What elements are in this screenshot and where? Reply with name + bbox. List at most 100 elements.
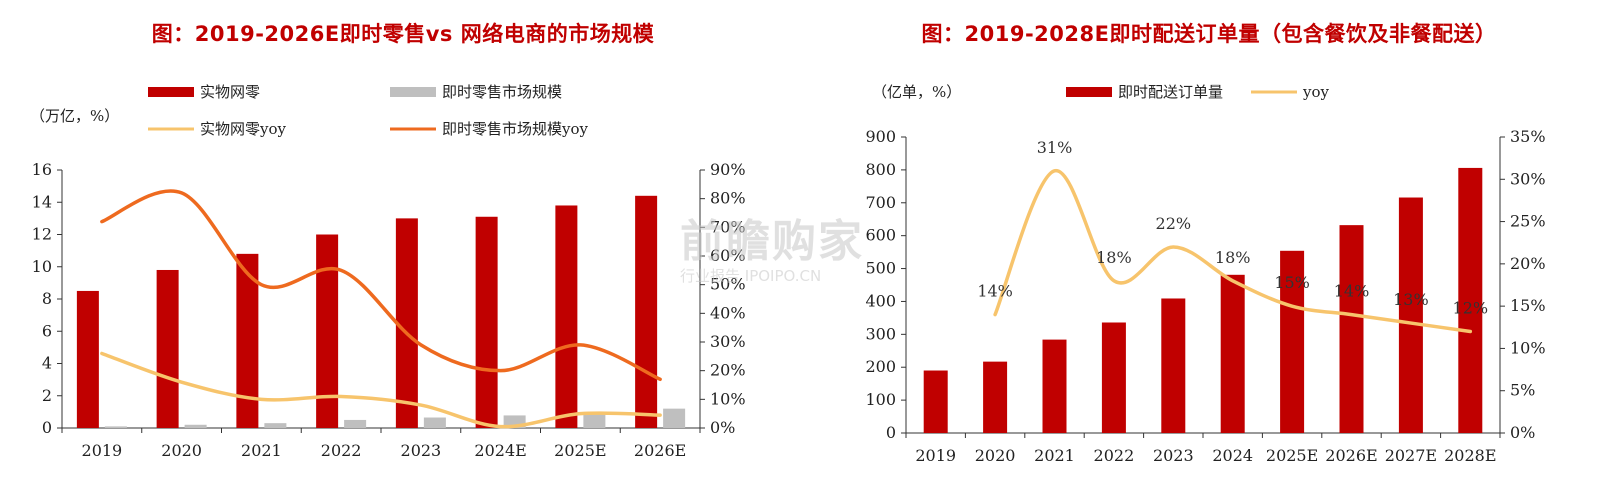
- x-tick-label: 2026E: [634, 441, 686, 460]
- y-left-tick-label: 700: [865, 193, 896, 212]
- bar: [423, 417, 446, 428]
- y-left-tick-label: 16: [32, 160, 52, 179]
- bar: [104, 426, 127, 428]
- x-tick-label: 2020: [975, 446, 1016, 465]
- bar: [635, 195, 658, 428]
- data-label: 18%: [1096, 248, 1132, 267]
- legend-swatch: [390, 87, 436, 97]
- bar: [1220, 274, 1245, 433]
- x-tick-label: 2028E: [1444, 446, 1496, 465]
- y-right-tick-label: 30%: [710, 332, 746, 351]
- data-label: 15%: [1274, 273, 1310, 292]
- y-left-tick-label: 2: [42, 386, 52, 405]
- y-right-tick-label: 80%: [710, 189, 746, 208]
- legend-swatch: [1066, 87, 1112, 97]
- y-left-tick-label: 10: [32, 257, 52, 276]
- y-right-tick-label: 25%: [1510, 212, 1546, 231]
- x-tick-label: 2027E: [1385, 446, 1437, 465]
- x-tick-label: 2020: [161, 441, 202, 460]
- left-chart-panel: 图：2019-2026E即时零售vs 网络电商的市场规模 （万亿，%） 实物网零即…: [30, 22, 746, 460]
- bar: [395, 218, 418, 428]
- x-tick-label: 2022: [321, 441, 362, 460]
- bar: [1458, 167, 1483, 433]
- x-tick-label: 2025E: [554, 441, 606, 460]
- data-label: 18%: [1215, 248, 1251, 267]
- y-right-tick-label: 20%: [1510, 254, 1546, 273]
- legend-label: 实物网零yoy: [200, 120, 287, 138]
- y-right-tick-label: 60%: [710, 246, 746, 265]
- x-tick-label: 2019: [915, 446, 956, 465]
- y-right-tick-label: 40%: [710, 303, 746, 322]
- legend-swatch: [148, 87, 194, 97]
- x-tick-label: 2026E: [1325, 446, 1377, 465]
- y-left-tick-label: 4: [42, 354, 52, 373]
- left-chart-title: 图：2019-2026E即时零售vs 网络电商的市场规模: [151, 22, 655, 46]
- y-right-tick-label: 5%: [1510, 381, 1535, 400]
- bar: [316, 234, 339, 428]
- x-tick-label: 2023: [1153, 446, 1194, 465]
- x-tick-label: 2023: [401, 441, 442, 460]
- right-chart-panel: 图：2019-2028E即时配送订单量（包含餐饮及非餐配送） （亿单，%） 即时配…: [806, 0, 1612, 490]
- data-label: 14%: [977, 282, 1013, 301]
- bar: [184, 424, 207, 428]
- bar: [1042, 339, 1067, 433]
- y-left-tick-label: 0: [42, 418, 52, 437]
- bar: [983, 361, 1008, 433]
- bar: [1398, 197, 1423, 433]
- y-right-tick-label: 35%: [1510, 127, 1546, 146]
- data-label: 31%: [1037, 138, 1073, 157]
- data-label: 12%: [1453, 299, 1489, 318]
- y-right-tick-label: 10%: [710, 389, 746, 408]
- bar: [344, 419, 367, 428]
- y-left-tick-label: 300: [865, 324, 896, 343]
- y-right-tick-label: 30%: [1510, 169, 1546, 188]
- legend-label: yoy: [1302, 83, 1330, 101]
- y-left-tick-label: 600: [865, 226, 896, 245]
- y-left-tick-label: 6: [42, 321, 52, 340]
- y-right-tick-label: 0%: [1510, 423, 1535, 442]
- y-right-tick-label: 90%: [710, 160, 746, 179]
- y-left-tick-label: 800: [865, 160, 896, 179]
- right-chart-title: 图：2019-2028E即时配送订单量（包含餐饮及非餐配送）: [921, 22, 1497, 46]
- bar: [156, 269, 179, 428]
- bar: [923, 370, 948, 433]
- bar: [583, 412, 606, 428]
- x-tick-label: 2021: [1034, 446, 1075, 465]
- unit-label: （亿单，%）: [872, 83, 961, 101]
- y-right-tick-label: 10%: [1510, 338, 1546, 357]
- data-label: 14%: [1334, 282, 1370, 301]
- y-left-tick-label: 14: [32, 192, 52, 211]
- y-right-tick-label: 20%: [710, 361, 746, 380]
- bar: [555, 205, 578, 428]
- data-label: 13%: [1393, 290, 1429, 309]
- bar: [76, 290, 99, 428]
- legend-label: 即时零售市场规模: [442, 83, 562, 101]
- x-tick-label: 2024E: [474, 441, 526, 460]
- y-right-tick-label: 70%: [710, 217, 746, 236]
- x-tick-label: 2024: [1212, 446, 1253, 465]
- y-left-tick-label: 100: [865, 390, 896, 409]
- series-line: [100, 351, 662, 429]
- legend-label: 即时零售市场规模yoy: [442, 120, 589, 138]
- y-left-tick-label: 900: [865, 127, 896, 146]
- x-tick-label: 2019: [82, 441, 123, 460]
- bar: [1280, 250, 1305, 433]
- x-tick-label: 2021: [241, 441, 282, 460]
- bar: [663, 408, 686, 428]
- y-left-tick-label: 400: [865, 291, 896, 310]
- y-right-tick-label: 15%: [1510, 296, 1546, 315]
- bar: [236, 253, 259, 428]
- bar: [475, 216, 498, 428]
- data-label: 22%: [1156, 214, 1192, 233]
- y-right-tick-label: 50%: [710, 275, 746, 294]
- bar: [1161, 298, 1186, 433]
- x-tick-label: 2022: [1094, 446, 1135, 465]
- bar: [1101, 322, 1126, 433]
- y-left-tick-label: 12: [32, 225, 52, 244]
- series-line: [993, 169, 1473, 334]
- bar: [264, 423, 287, 428]
- legend-label: 即时配送订单量: [1118, 83, 1223, 101]
- y-right-tick-label: 0%: [710, 418, 735, 437]
- y-left-tick-label: 500: [865, 259, 896, 278]
